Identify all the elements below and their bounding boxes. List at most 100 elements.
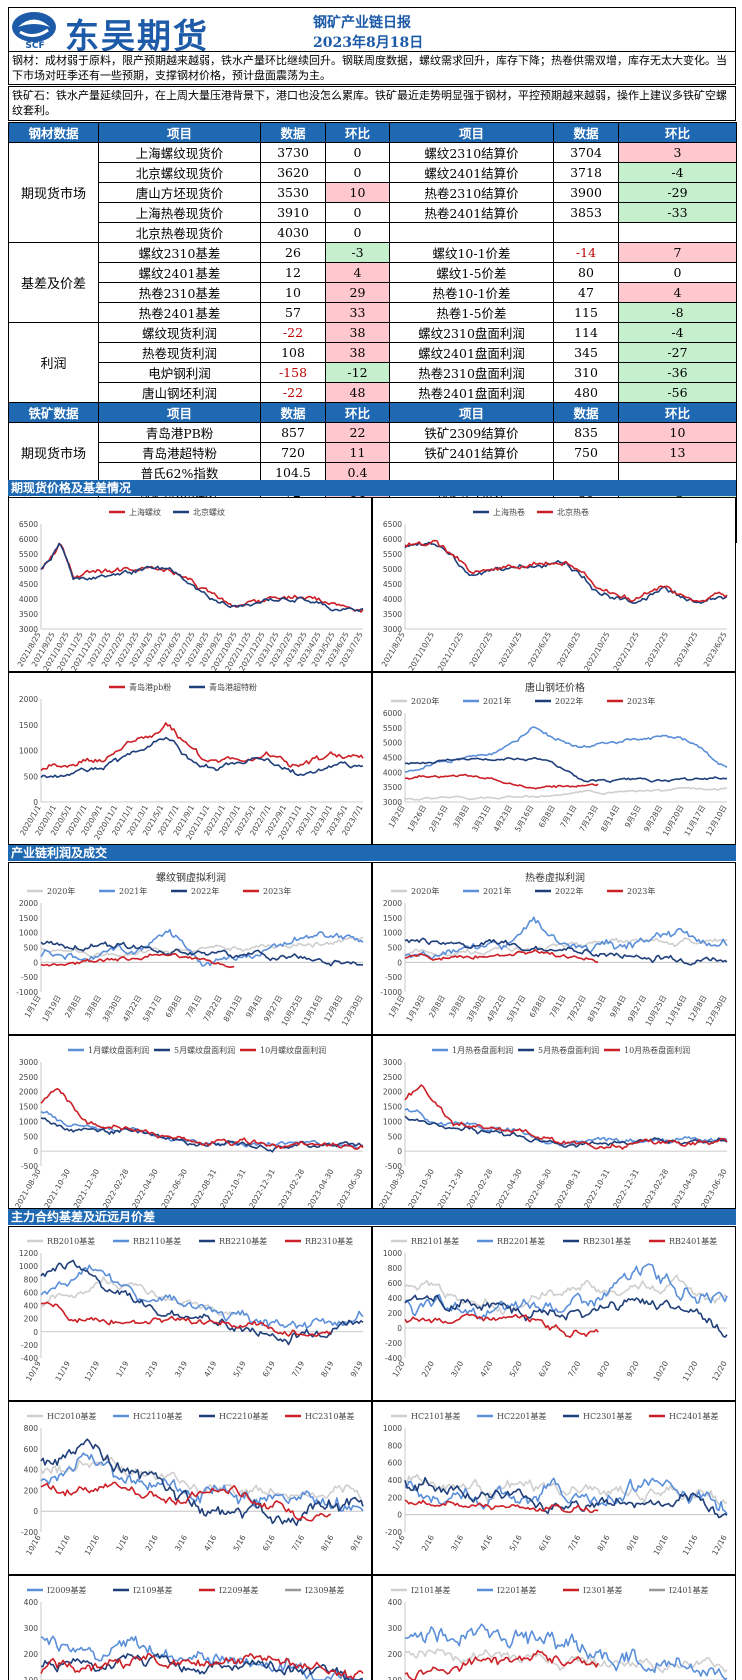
- x-tick-label: 2023-06-30: [699, 1167, 729, 1209]
- item-value: 4030: [260, 222, 326, 243]
- x-tick-label: 9月28日: [642, 804, 664, 834]
- item-change: -29: [618, 182, 737, 203]
- y-tick-label: 1000: [383, 1117, 402, 1126]
- x-tick-label: 2021-10-30: [42, 1167, 72, 1209]
- header-cell: 环比: [618, 122, 737, 143]
- x-tick-label: 2021/8/25: [380, 630, 407, 668]
- item-name: 上海螺纹现货价: [98, 142, 261, 163]
- item-name: 热卷2401盘面利润: [389, 382, 554, 403]
- y-tick-label: 1000: [19, 929, 38, 938]
- item-value: 310: [553, 362, 619, 383]
- series-line: [404, 937, 728, 958]
- legend-label: 5月螺纹盘面利润: [174, 1045, 235, 1055]
- header-cell: 铁矿数据: [8, 402, 99, 423]
- chart-c7: 1月螺纹盘面利润 5月螺纹盘面利润 10月螺纹盘面利润 3000 2500 2000 150…: [13, 1045, 365, 1209]
- y-tick-label: 2000: [383, 899, 402, 908]
- x-tick-label: 2023/6/25: [702, 630, 729, 668]
- y-tick-label: 200: [388, 1650, 403, 1659]
- item-change: -36: [618, 362, 737, 383]
- y-tick-label: 600: [24, 1445, 39, 1454]
- item-value: 3530: [260, 182, 326, 203]
- series-line: [40, 542, 364, 612]
- x-tick-label: 3/19: [173, 1359, 189, 1378]
- x-tick-label: 7/19: [290, 1359, 306, 1378]
- x-tick-label: 2022-12-31: [247, 1167, 277, 1209]
- y-tick-label: 100: [388, 1676, 403, 1680]
- series-line: [404, 916, 728, 960]
- item-change: -3: [325, 242, 390, 263]
- series-line: [40, 1088, 364, 1150]
- y-tick-label: 600: [24, 1288, 39, 1297]
- x-tick-label: 8/16: [595, 1533, 611, 1552]
- x-tick-label: 4/16: [478, 1533, 494, 1552]
- y-tick-label: 200: [388, 1493, 403, 1502]
- legend-label: HC2310基差: [305, 1411, 354, 1421]
- y-tick-label: -200: [21, 1528, 38, 1537]
- group-label: 期现货市场: [8, 142, 99, 243]
- x-tick-label: 7月1日: [184, 994, 204, 1020]
- report-date: 2023年8月18日: [313, 35, 424, 51]
- item-change: -33: [618, 202, 737, 223]
- steel-header-row: 钢材数据 项目 数据 环比 项目 数据 环比: [8, 122, 737, 143]
- group-label: 基差及价差: [8, 242, 99, 323]
- item-name: 螺纹2401结算价: [389, 162, 554, 183]
- item-value: 47: [553, 282, 619, 303]
- y-tick-label: 2000: [19, 899, 38, 908]
- x-tick-label: 8月14日: [599, 804, 621, 834]
- item-name: 铁矿2309结算价: [389, 422, 554, 443]
- x-tick-label: 6月8日: [528, 994, 548, 1020]
- y-tick-label: 600: [388, 1459, 403, 1468]
- x-tick-label: 10/16: [652, 1533, 671, 1556]
- item-value: [553, 222, 619, 243]
- item-value: -22: [260, 322, 326, 343]
- header-cell: 项目: [389, 122, 554, 143]
- legend-label: 2023年: [627, 886, 655, 896]
- chart-c14: I2101基差 I2201基差 I2301基差 I2401基差 400 300 200 100: [388, 1585, 728, 1680]
- y-tick-label: 3000: [383, 1058, 402, 1067]
- series-line: [404, 1294, 728, 1338]
- x-tick-label: 7月1日: [558, 804, 578, 830]
- x-tick-label: 5/20: [508, 1359, 524, 1378]
- chart-c3: 青岛港pb粉 青岛港超特粉20001500100050002020/1/12020…: [18, 682, 365, 841]
- x-tick-label: 5/16: [508, 1533, 524, 1552]
- x-tick-label: 5月17日: [505, 994, 527, 1024]
- chart-panel-c3: 青岛港pb粉 青岛港超特粉 2000 1500 1000 500 0 2020/1/1 2020…: [8, 672, 372, 845]
- item-name: 螺纹1-5价差: [389, 262, 554, 283]
- legend-label: 5月热卷盘面利润: [538, 1045, 599, 1055]
- x-tick-label: 2月15日: [427, 804, 449, 834]
- header-cell: 项目: [389, 402, 554, 423]
- chart-panel-c11: HC2010基差 HC2110基差 HC2210基差 HC2310基差 800 600 40…: [8, 1401, 372, 1575]
- series-line: [404, 949, 599, 964]
- item-change: 38: [325, 342, 390, 363]
- y-tick-label: 200: [24, 1315, 39, 1324]
- y-tick-label: 800: [24, 1275, 39, 1284]
- legend-label: I2209基差: [219, 1585, 259, 1595]
- legend-label: 2022年: [191, 886, 219, 896]
- y-tick-label: 0: [33, 798, 38, 807]
- legend-label: 2023年: [627, 696, 655, 706]
- y-tick-label: 3500: [383, 783, 402, 792]
- series-line: [40, 1635, 363, 1680]
- item-value: 57: [260, 302, 326, 323]
- legend-label: 上海热卷: [493, 507, 525, 517]
- item-change: 29: [325, 282, 390, 303]
- table-row: 热卷2401基差 57 33 热卷1-5价差 115 -8: [9, 302, 737, 323]
- chart-c8: 1月热卷盘面利润 5月热卷盘面利润 10月热卷盘面利润 3000 2500 2000 150…: [377, 1045, 729, 1209]
- series-line: [404, 1313, 599, 1338]
- series-line: [404, 1274, 728, 1315]
- y-tick-label: -1000: [16, 988, 38, 997]
- chart-c12: HC2101基差 HC2201基差 HC2301基差 HC2401基差 1000 800 6…: [383, 1411, 729, 1557]
- x-tick-label: 2022-10-31: [582, 1167, 612, 1209]
- item-change: 22: [325, 422, 390, 443]
- x-tick-label: 1月1日: [387, 994, 407, 1020]
- item-change: -8: [618, 302, 737, 323]
- item-change: 10: [325, 182, 390, 203]
- series-line: [40, 936, 364, 958]
- x-tick-label: 2021-12-30: [436, 1167, 466, 1209]
- table-row: 基差及价差 螺纹2310基差 26 -3 螺纹10-1价差 -14 7: [8, 242, 737, 323]
- item-value: 26: [260, 242, 326, 263]
- item-value: 750: [553, 442, 619, 463]
- x-tick-label: 9/16: [349, 1533, 365, 1552]
- x-tick-label: 2022/12/25: [612, 630, 642, 672]
- x-tick-label: 2023/2/25: [643, 630, 670, 668]
